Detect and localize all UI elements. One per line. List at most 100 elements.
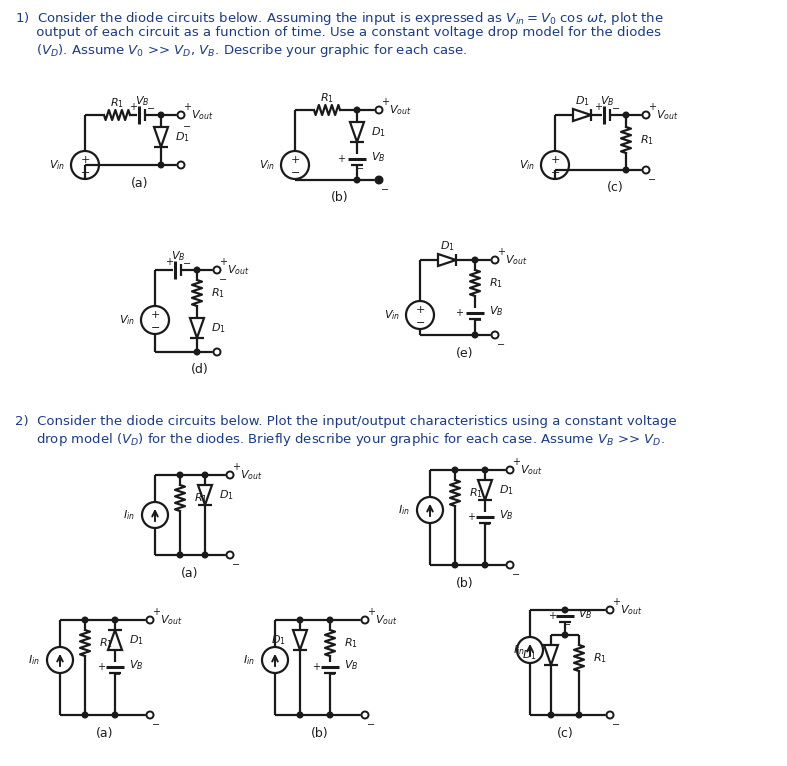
Circle shape	[158, 112, 164, 118]
Circle shape	[202, 472, 208, 478]
Circle shape	[507, 466, 513, 473]
Circle shape	[375, 106, 382, 113]
Circle shape	[227, 472, 234, 479]
Text: $-$: $-$	[150, 321, 160, 331]
Circle shape	[361, 712, 368, 719]
Text: $D_1$: $D_1$	[272, 633, 286, 647]
Text: $I_{in}$: $I_{in}$	[123, 508, 135, 522]
Text: $-$: $-$	[550, 166, 560, 176]
Text: $V_{in}$: $V_{in}$	[119, 313, 135, 327]
Circle shape	[576, 712, 582, 718]
Circle shape	[354, 177, 360, 183]
Text: $V_{out}$: $V_{out}$	[227, 263, 249, 277]
Text: $-$: $-$	[231, 558, 241, 568]
Circle shape	[507, 561, 513, 568]
Text: $V_B$: $V_B$	[499, 508, 513, 522]
Circle shape	[453, 562, 458, 568]
Text: $D_1$: $D_1$	[129, 633, 144, 647]
Text: $-$: $-$	[380, 183, 390, 193]
Text: $I_{in}$: $I_{in}$	[243, 653, 255, 667]
Text: +: +	[648, 102, 656, 112]
Circle shape	[549, 712, 554, 718]
Text: $V_{in}$: $V_{in}$	[519, 158, 535, 172]
Text: $V_B$: $V_B$	[489, 304, 504, 318]
Text: $-$: $-$	[151, 718, 161, 728]
Text: $I_{in}$: $I_{in}$	[398, 503, 410, 517]
Text: $R_1$: $R_1$	[211, 286, 225, 300]
Text: ($V_D$). Assume $V_0$ >> $V_D$, $V_B$. Describe your graphic for each case.: ($V_D$). Assume $V_0$ >> $V_D$, $V_B$. D…	[15, 42, 467, 59]
Text: (c): (c)	[556, 726, 574, 739]
Circle shape	[297, 712, 303, 718]
Text: $V_{out}$: $V_{out}$	[191, 108, 213, 122]
Circle shape	[194, 349, 200, 355]
Text: $V_{out}$: $V_{out}$	[240, 468, 263, 482]
Text: +: +	[612, 597, 620, 607]
Text: $-$: $-$	[356, 162, 364, 172]
Circle shape	[642, 166, 649, 174]
Text: $R_1$: $R_1$	[194, 491, 208, 505]
Text: $V_B$: $V_B$	[600, 94, 614, 108]
Circle shape	[482, 562, 488, 568]
Text: (a): (a)	[96, 726, 114, 739]
Circle shape	[492, 332, 498, 339]
Text: $-$: $-$	[482, 518, 492, 528]
Text: $D_1$: $D_1$	[175, 130, 190, 144]
Text: output of each circuit as a function of time. Use a constant voltage drop model : output of each circuit as a function of …	[15, 26, 661, 39]
Text: $-$: $-$	[183, 257, 191, 267]
Circle shape	[227, 552, 234, 558]
Circle shape	[607, 607, 614, 614]
Text: $V_B$: $V_B$	[578, 607, 593, 621]
Circle shape	[361, 617, 368, 624]
Circle shape	[327, 617, 333, 623]
Circle shape	[562, 607, 567, 613]
Circle shape	[623, 112, 629, 118]
Text: $R_1$: $R_1$	[344, 636, 358, 650]
Circle shape	[607, 712, 614, 719]
Circle shape	[177, 552, 183, 558]
Text: $-$: $-$	[219, 273, 227, 283]
Text: $-$: $-$	[497, 338, 505, 348]
Text: $R_1$: $R_1$	[320, 91, 334, 105]
Text: drop model ($V_D$) for the diodes. Briefly describe your graphic for each case. : drop model ($V_D$) for the diodes. Brief…	[15, 431, 665, 448]
Text: $-$: $-$	[648, 173, 656, 183]
Circle shape	[376, 177, 382, 183]
Text: $R_1$: $R_1$	[110, 96, 124, 110]
Text: $-$: $-$	[327, 668, 337, 678]
Text: +: +	[165, 257, 173, 267]
Text: (d): (d)	[191, 364, 209, 377]
Circle shape	[213, 349, 220, 355]
Text: $V_B$: $V_B$	[171, 249, 185, 263]
Circle shape	[453, 467, 458, 473]
Text: +: +	[548, 611, 556, 621]
Text: $V_B$: $V_B$	[129, 658, 143, 672]
Text: +: +	[183, 102, 191, 112]
Text: $-$: $-$	[611, 102, 621, 112]
Text: $V_B$: $V_B$	[344, 658, 358, 672]
Text: $I_{in}$: $I_{in}$	[28, 653, 40, 667]
Text: 1)  Consider the diode circuits below. Assuming the input is expressed as $V_{in: 1) Consider the diode circuits below. As…	[15, 10, 663, 27]
Text: +: +	[467, 512, 475, 522]
Text: (b): (b)	[331, 192, 349, 205]
Text: $-$: $-$	[146, 102, 156, 112]
Text: +: +	[150, 310, 160, 320]
Text: $V_B$: $V_B$	[135, 94, 150, 108]
Circle shape	[642, 112, 649, 119]
Text: $-$: $-$	[415, 316, 425, 326]
Circle shape	[177, 472, 183, 478]
Text: $-$: $-$	[563, 618, 571, 628]
Circle shape	[562, 632, 567, 638]
Text: 2)  Consider the diode circuits below. Plot the input/output characteristics usi: 2) Consider the diode circuits below. Pl…	[15, 415, 677, 428]
Text: $V_{out}$: $V_{out}$	[505, 253, 527, 267]
Text: +: +	[367, 607, 375, 617]
Circle shape	[194, 267, 200, 273]
Text: +: +	[550, 155, 560, 165]
Text: $-$: $-$	[113, 668, 121, 678]
Text: $V_{in}$: $V_{in}$	[49, 158, 65, 172]
Text: +: +	[416, 305, 425, 315]
Circle shape	[623, 167, 629, 173]
Text: +: +	[381, 97, 389, 107]
Circle shape	[113, 617, 118, 623]
Text: $D_1$: $D_1$	[575, 94, 589, 108]
Text: $D_1$: $D_1$	[440, 239, 454, 253]
Circle shape	[375, 176, 382, 184]
